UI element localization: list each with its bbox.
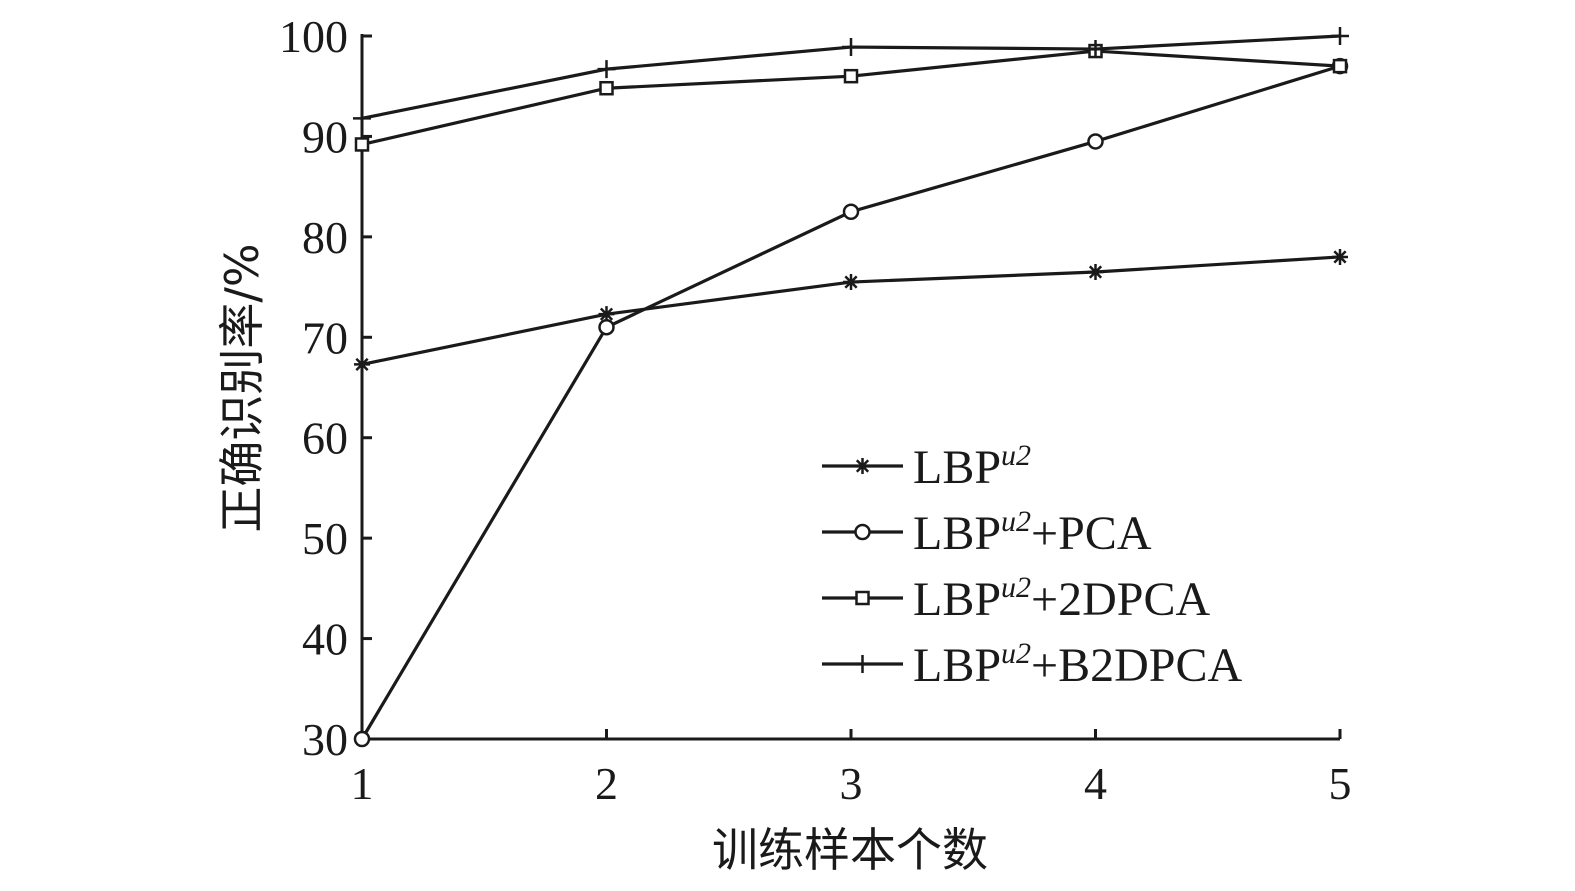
series-square xyxy=(354,43,1348,152)
circle-marker xyxy=(353,730,371,748)
x-tick-label: 5 xyxy=(1329,758,1352,809)
asterisk-marker xyxy=(843,274,859,291)
x-axis-title: 训练样本个数 xyxy=(712,823,988,877)
y-tick-label: 30 xyxy=(302,714,348,765)
square-marker xyxy=(843,68,859,84)
y-tick-label: 40 xyxy=(302,614,348,665)
square-marker xyxy=(1332,58,1348,74)
asterisk-marker xyxy=(1332,248,1348,265)
legend-label: LBPu2+PCA xyxy=(913,505,1152,560)
legend-label: LBPu2 xyxy=(913,439,1031,494)
legend-item: LBPu2+B2DPCA xyxy=(822,637,1242,692)
series-line xyxy=(361,49,1341,147)
series-line xyxy=(361,255,1341,366)
y-tick-label: 60 xyxy=(302,413,348,464)
square-marker xyxy=(599,80,614,96)
legend-label: LBPu2+B2DPCA xyxy=(913,637,1242,692)
y-axis-title: 正确识别率/% xyxy=(215,243,269,532)
plus-marker xyxy=(853,655,872,673)
plus-marker xyxy=(353,109,371,128)
series-layer xyxy=(353,27,1349,748)
asterisk-marker xyxy=(598,306,615,323)
y-tick-label: 100 xyxy=(279,11,348,62)
asterisk-marker xyxy=(1087,264,1104,281)
axes: 30 40 50 60 70 80 90 100 1 2 3 4 5 xyxy=(279,11,1352,809)
plus-marker xyxy=(1331,27,1349,45)
plus-marker xyxy=(842,38,860,57)
asterisk-marker xyxy=(354,356,370,373)
series-asterisk xyxy=(354,248,1348,373)
y-tick-label: 50 xyxy=(302,513,348,564)
circle-marker xyxy=(598,318,615,336)
y-tick-label: 90 xyxy=(302,111,348,162)
legend-label: LBPu2+2DPCA xyxy=(913,571,1210,626)
plus-marker xyxy=(597,60,616,79)
legend: LBPu2 LBPu2+PCA LBPu2+2DPCA LBPu2+B2DPCA xyxy=(822,439,1242,692)
square-marker xyxy=(855,590,870,606)
legend-item: LBPu2 xyxy=(822,439,1031,494)
x-tick-label: 2 xyxy=(595,758,618,809)
y-tick-label: 80 xyxy=(302,212,348,263)
plus-marker xyxy=(1086,40,1105,59)
x-tick-label: 4 xyxy=(1084,758,1107,809)
circle-marker xyxy=(1087,133,1104,150)
circle-marker xyxy=(842,203,860,220)
series-plus xyxy=(353,27,1349,128)
x-tick-label: 1 xyxy=(351,758,374,809)
legend-item: LBPu2+2DPCA xyxy=(822,571,1210,626)
square-marker xyxy=(354,137,370,152)
asterisk-marker xyxy=(854,458,871,474)
legend-item: LBPu2+PCA xyxy=(822,505,1152,560)
x-tick-label: 3 xyxy=(840,758,863,809)
circle-marker xyxy=(854,523,871,541)
y-tick-label: 70 xyxy=(302,312,348,363)
